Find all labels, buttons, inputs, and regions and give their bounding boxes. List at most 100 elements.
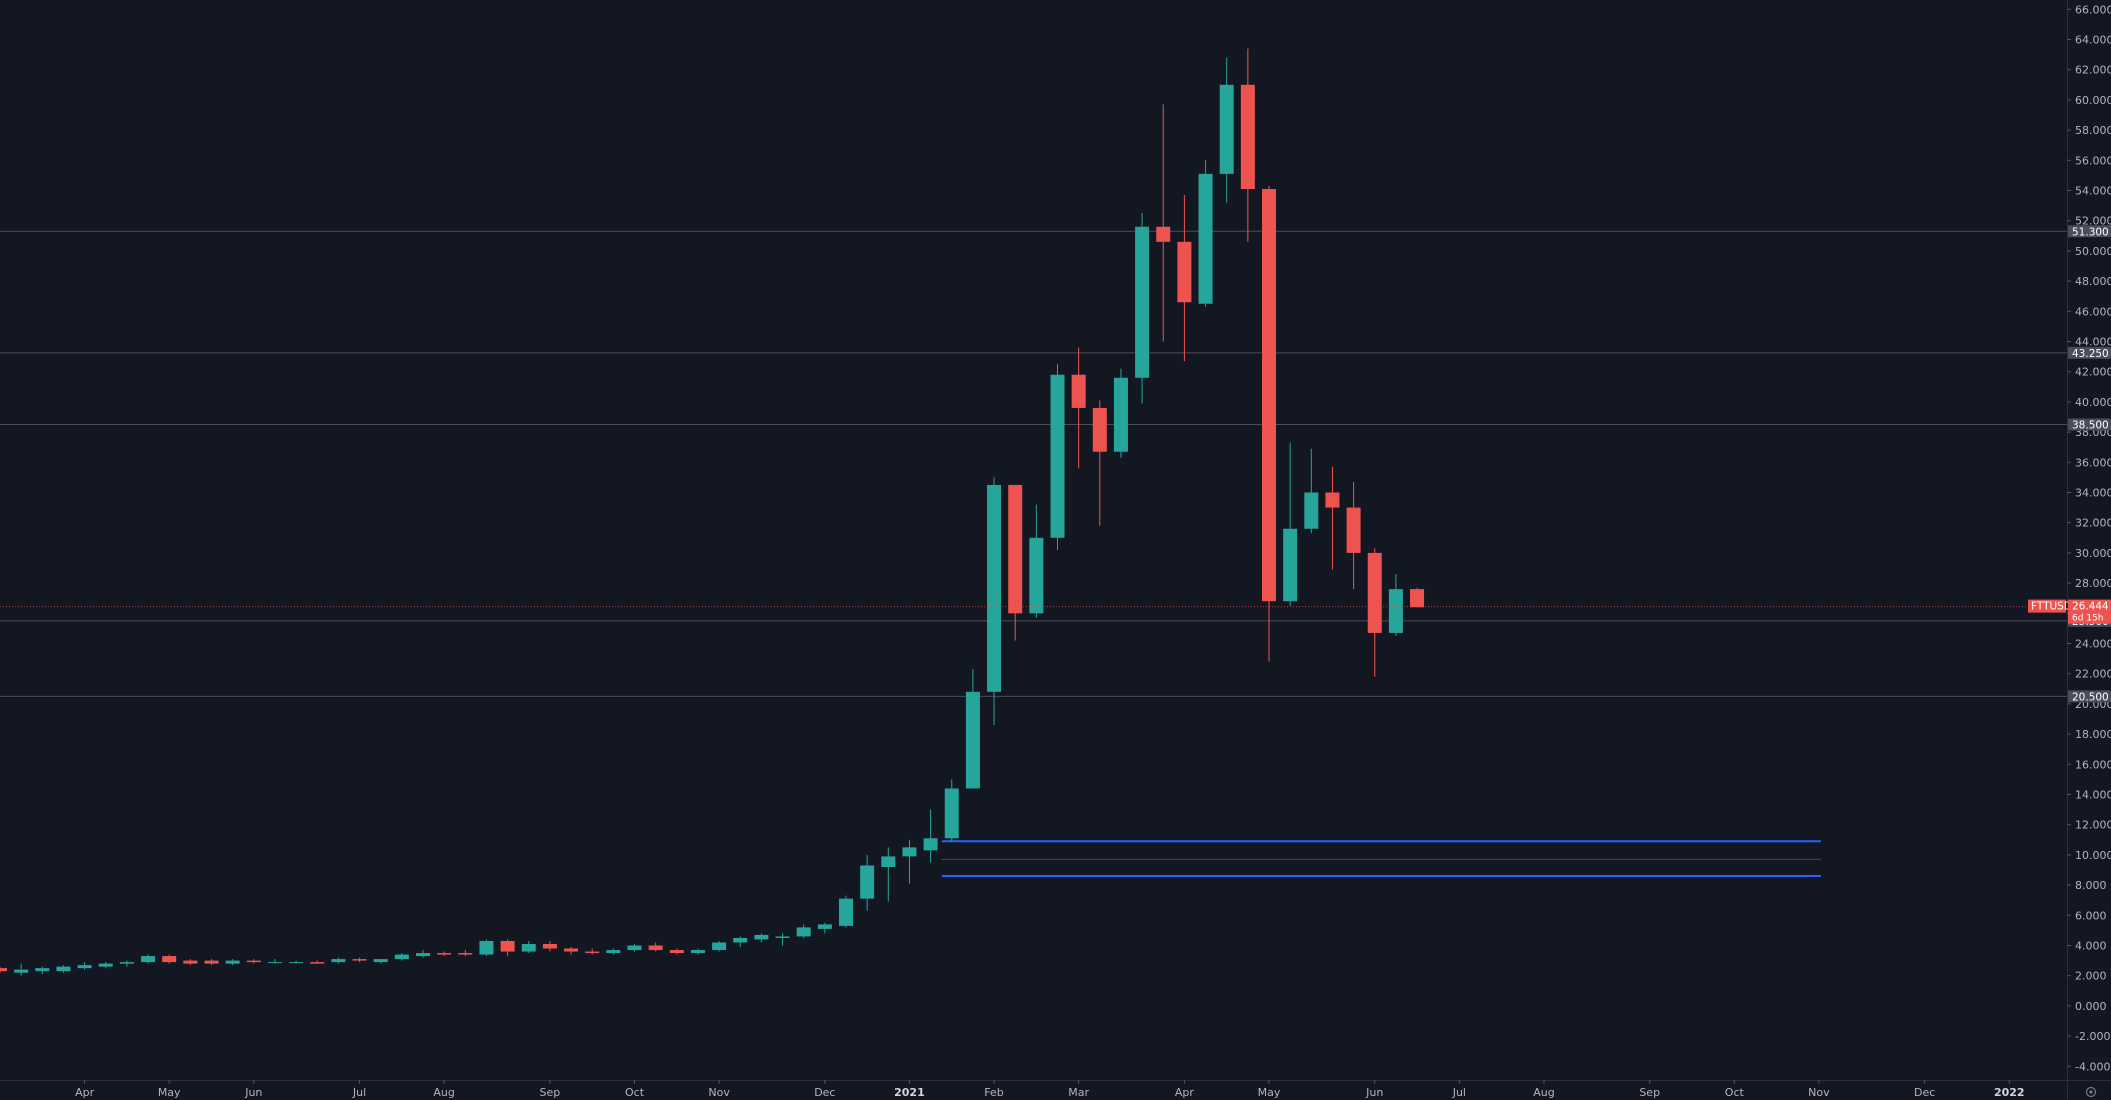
price-tick-label: 4.000 — [2075, 940, 2107, 953]
candle-body — [564, 948, 579, 952]
time-tick-label: Jul — [352, 1086, 366, 1099]
candle-body — [1388, 589, 1403, 633]
candle — [1113, 368, 1128, 458]
candle — [1177, 195, 1192, 362]
horizontal-levels[interactable] — [0, 230, 2067, 697]
candle — [796, 924, 811, 938]
candle-body — [1113, 377, 1128, 452]
candle — [521, 940, 536, 954]
time-tick-label: May — [1258, 1086, 1281, 1099]
candle — [923, 809, 938, 863]
candle — [542, 940, 557, 952]
candle — [1304, 448, 1319, 534]
candle-body — [1008, 484, 1023, 614]
demand-zone[interactable] — [941, 840, 1821, 878]
price-tick-label: 24.000 — [2075, 638, 2111, 651]
candle-body — [289, 962, 304, 964]
price-tick-label: 32.000 — [2075, 517, 2111, 530]
candle — [754, 933, 769, 943]
candle — [458, 950, 473, 957]
candle-body — [458, 953, 473, 955]
candle-body — [77, 965, 92, 969]
candle — [204, 959, 219, 966]
price-tick-label: 50.000 — [2075, 245, 2111, 258]
time-axis[interactable]: Apr May Jun Jul Aug Sep Oct Nov Dec 2021 Feb Mar Apr… — [75, 1080, 2025, 1099]
level-tag-label: 51.300 — [2072, 226, 2109, 238]
price-tick-label: 42.000 — [2075, 366, 2111, 379]
time-tick-label: Apr — [1175, 1086, 1195, 1099]
candle-body — [246, 960, 261, 963]
candle — [1262, 185, 1276, 662]
candle-body — [965, 691, 980, 789]
candle — [860, 854, 875, 911]
candle — [1388, 574, 1403, 636]
price-tick-label: 40.000 — [2075, 396, 2111, 409]
candle-body — [712, 942, 727, 951]
candle-body — [1367, 552, 1382, 633]
candle — [944, 779, 959, 842]
candle — [839, 895, 853, 928]
candle — [289, 960, 304, 964]
time-tick-label: Feb — [984, 1086, 1003, 1099]
candle-body — [1029, 537, 1044, 614]
candle-body — [1198, 173, 1213, 304]
price-tick-label: 0.000 — [2075, 1000, 2107, 1013]
candle — [1325, 466, 1340, 570]
time-tick-label: Oct — [625, 1086, 645, 1099]
candle — [1135, 213, 1150, 404]
candle-body — [944, 788, 959, 839]
candle-body — [1092, 407, 1107, 452]
price-tick-label: 2.000 — [2075, 970, 2107, 983]
candle — [14, 963, 29, 976]
price-tick-label: 30.000 — [2075, 547, 2111, 560]
price-tick-label: 56.000 — [2075, 154, 2111, 167]
candle-body — [35, 968, 50, 972]
time-tick-label: Jun — [1365, 1086, 1383, 1099]
candle — [141, 954, 156, 964]
candle — [394, 953, 409, 961]
last-price-label: 26.444 — [2072, 601, 2109, 613]
price-tick-label: 48.000 — [2075, 275, 2111, 288]
candle — [775, 933, 790, 946]
candle-body — [352, 959, 367, 961]
candle — [627, 943, 642, 952]
level-tag-box — [2068, 346, 2111, 359]
price-tick-label: 52.000 — [2075, 215, 2111, 228]
candle-body — [585, 951, 600, 954]
candle-body — [331, 959, 346, 963]
candle — [1198, 160, 1213, 307]
price-tick-label: 34.000 — [2075, 487, 2111, 500]
candle — [225, 959, 240, 966]
candle — [98, 962, 113, 969]
candle-body — [225, 960, 240, 964]
candle — [1050, 364, 1065, 550]
price-tick-label: 58.000 — [2075, 124, 2111, 137]
candle-body — [1410, 589, 1425, 608]
time-tick-label: 2022 — [1994, 1086, 2025, 1099]
candle-body — [1135, 226, 1150, 378]
candle-body — [521, 943, 536, 952]
price-tick-label: 66.000 — [2075, 3, 2111, 16]
candle-body — [627, 945, 642, 951]
candle — [1156, 104, 1171, 342]
price-tag-box — [2068, 599, 2111, 624]
candle — [902, 839, 917, 884]
time-tick-label: Sep — [1639, 1086, 1660, 1099]
candle — [331, 957, 346, 964]
candle-body — [373, 959, 388, 963]
candle-body — [183, 960, 198, 964]
candle-body — [839, 898, 853, 926]
candle-body — [775, 936, 790, 938]
candle — [1008, 484, 1023, 641]
price-tick-label: 14.000 — [2075, 789, 2111, 802]
candle-body — [754, 934, 769, 940]
price-tick-label: 8.000 — [2075, 879, 2107, 892]
settings-gear-icon[interactable] — [2085, 1086, 2097, 1098]
price-tick-label: 12.000 — [2075, 819, 2111, 832]
candle-body — [98, 963, 113, 967]
level-tag-box — [2068, 225, 2111, 238]
